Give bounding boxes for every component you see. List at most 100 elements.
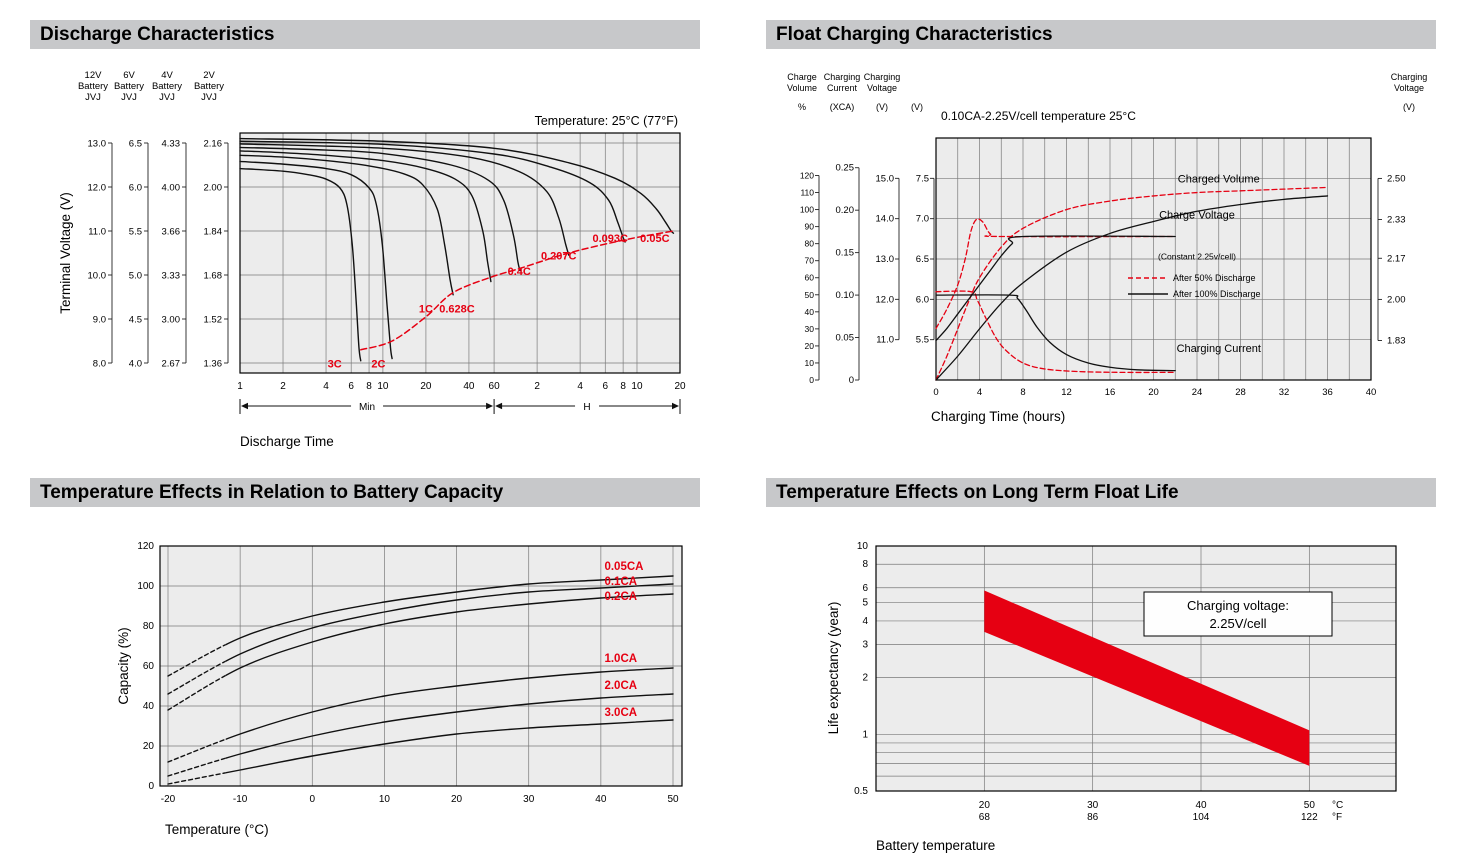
svg-text:0.15: 0.15	[836, 248, 855, 259]
svg-text:8.0: 8.0	[93, 359, 106, 370]
svg-text:0.093C: 0.093C	[593, 233, 629, 245]
svg-text:7.5: 7.5	[916, 173, 929, 184]
svg-text:32: 32	[1279, 387, 1290, 398]
svg-text:2.00: 2.00	[204, 183, 223, 194]
svg-text:0: 0	[809, 375, 814, 385]
svg-text:60: 60	[489, 381, 501, 392]
section-header-discharge: Discharge Characteristics	[30, 20, 700, 49]
svg-text:0.20: 0.20	[836, 205, 855, 216]
svg-text:6V: 6V	[123, 70, 135, 81]
svg-text:11.0: 11.0	[88, 227, 106, 238]
svg-text:1.68: 1.68	[204, 271, 223, 282]
svg-text:8: 8	[1020, 387, 1025, 398]
svg-text:Charging: Charging	[864, 72, 901, 82]
svg-text:°F: °F	[1332, 812, 1342, 823]
svg-text:7.0: 7.0	[916, 214, 929, 225]
svg-text:2.67: 2.67	[162, 359, 181, 370]
section-title-float-life: Temperature Effects on Long Term Float L…	[776, 481, 1179, 503]
svg-text:40: 40	[143, 701, 155, 712]
svg-text:24: 24	[1192, 387, 1203, 398]
svg-text:JVJ: JVJ	[121, 92, 137, 103]
svg-text:20: 20	[420, 381, 432, 392]
svg-text:1.0CA: 1.0CA	[604, 653, 637, 665]
svg-text:20: 20	[674, 381, 686, 392]
svg-text:0.10CA-2.25V/cell temperature: 0.10CA-2.25V/cell temperature 25°C	[941, 109, 1136, 123]
svg-text:20: 20	[451, 794, 463, 805]
svg-text:4.0: 4.0	[129, 359, 142, 370]
svg-text:6.0: 6.0	[916, 294, 929, 305]
svg-text:9.0: 9.0	[93, 315, 106, 326]
svg-text:4: 4	[577, 381, 583, 392]
svg-text:50: 50	[667, 794, 679, 805]
svg-text:4.00: 4.00	[162, 183, 181, 194]
svg-text:2.17: 2.17	[1387, 253, 1406, 264]
svg-text:Discharge Time: Discharge Time	[240, 434, 334, 449]
svg-text:2: 2	[862, 673, 868, 684]
svg-text:100: 100	[137, 581, 154, 592]
svg-text:Battery: Battery	[114, 81, 144, 92]
svg-text:68: 68	[979, 812, 991, 823]
svg-text:36: 36	[1322, 387, 1333, 398]
svg-text:Charging voltage:: Charging voltage:	[1187, 598, 1289, 613]
svg-text:40: 40	[595, 794, 607, 805]
svg-text:Charged Volume: Charged Volume	[1178, 173, 1260, 185]
svg-text:Charging: Charging	[1391, 72, 1428, 82]
svg-text:Terminal Voltage (V): Terminal Voltage (V)	[58, 192, 73, 314]
svg-text:3C: 3C	[328, 358, 342, 370]
svg-text:1: 1	[862, 729, 868, 740]
svg-text:3.0CA: 3.0CA	[604, 707, 637, 719]
svg-text:4V: 4V	[161, 70, 173, 81]
svg-text:0.05: 0.05	[836, 333, 855, 344]
svg-text:0.4C: 0.4C	[508, 266, 531, 278]
svg-text:(V): (V)	[1403, 102, 1415, 112]
svg-text:3.33: 3.33	[162, 271, 181, 282]
svg-text:(XCA): (XCA)	[830, 102, 855, 112]
svg-text:90: 90	[805, 222, 815, 232]
svg-text:1.52: 1.52	[204, 315, 223, 326]
svg-text:0.1CA: 0.1CA	[604, 576, 637, 588]
svg-text:Capacity (%): Capacity (%)	[116, 627, 131, 704]
panel-discharge-characteristics: Discharge Characteristics 1 2 4 6 8 10 20 40 60 2…	[30, 20, 700, 456]
svg-text:122: 122	[1301, 812, 1318, 823]
svg-text:2.0CA: 2.0CA	[604, 680, 637, 692]
svg-text:14.0: 14.0	[876, 214, 895, 225]
svg-text:0.2CA: 0.2CA	[604, 591, 637, 603]
svg-text:Battery: Battery	[194, 81, 224, 92]
svg-text:12: 12	[1061, 387, 1072, 398]
svg-text:1: 1	[237, 381, 243, 392]
svg-text:Temperature: 25°C (77°F): Temperature: 25°C (77°F)	[535, 114, 678, 128]
svg-text:50: 50	[1304, 800, 1316, 811]
svg-text:80: 80	[143, 621, 155, 632]
svg-text:After 100% Discharge: After 100% Discharge	[1173, 289, 1261, 299]
svg-text:Battery: Battery	[152, 81, 182, 92]
panel-float-charging: Float Charging Characteristics 0 4 8 12 16 20…	[766, 20, 1436, 456]
svg-text:12.0: 12.0	[88, 183, 107, 194]
svg-text:4: 4	[323, 381, 329, 392]
svg-text:40: 40	[805, 307, 815, 317]
svg-text:-10: -10	[233, 794, 248, 805]
svg-text:Charge Voltage: Charge Voltage	[1159, 209, 1235, 221]
svg-text:10: 10	[631, 381, 643, 392]
svg-text:2C: 2C	[371, 358, 385, 370]
svg-text:5.0: 5.0	[129, 271, 142, 282]
svg-text:6.5: 6.5	[129, 139, 142, 150]
svg-text:110: 110	[800, 188, 814, 198]
svg-text:20: 20	[979, 800, 991, 811]
svg-text:Life expectancy (year): Life expectancy (year)	[826, 602, 841, 735]
temperature-capacity-chart: -20 -10 0 10 20 30 40 50 0 20 40 60 80 100 120 0.05CA 0.…	[116, 541, 683, 837]
svg-text:120: 120	[137, 541, 154, 552]
svg-text:2.25V/cell: 2.25V/cell	[1209, 616, 1266, 631]
svg-text:2: 2	[280, 381, 286, 392]
svg-text:80: 80	[805, 239, 815, 249]
svg-text:2.50: 2.50	[1387, 173, 1406, 184]
svg-text:1C: 1C	[419, 303, 433, 315]
svg-text:0.05CA: 0.05CA	[604, 561, 643, 573]
svg-text:10: 10	[377, 381, 389, 392]
svg-text:0.10: 0.10	[836, 290, 855, 301]
section-title-temperature-capacity: Temperature Effects in Relation to Batte…	[40, 481, 504, 503]
svg-text:30: 30	[1087, 800, 1099, 811]
svg-text:Current: Current	[827, 83, 858, 93]
svg-text:4: 4	[977, 387, 982, 398]
svg-text:0: 0	[849, 375, 854, 386]
